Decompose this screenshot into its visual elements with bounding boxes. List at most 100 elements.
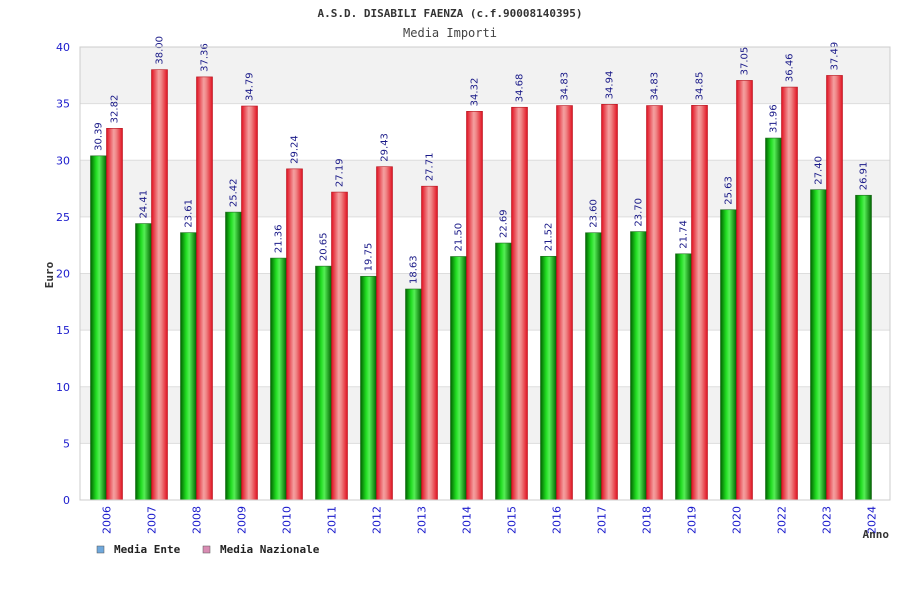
data-label: 37.05	[740, 47, 751, 76]
y-tick-label: 35	[56, 98, 70, 111]
x-tick-label: 2019	[686, 506, 699, 534]
data-label: 18.63	[409, 255, 420, 284]
grid-band	[80, 443, 890, 500]
bar-media-nazionale	[781, 86, 798, 501]
x-tick-label: 2013	[416, 506, 429, 534]
data-label: 24.41	[139, 190, 150, 219]
bar-media-ente	[405, 288, 422, 501]
bar-media-ente	[540, 255, 557, 501]
grid-band	[80, 330, 890, 387]
bar-media-nazionale	[466, 111, 483, 501]
bar-media-ente	[135, 223, 152, 501]
bar-media-ente	[810, 189, 827, 501]
bar-media-ente	[585, 232, 602, 501]
bar-media-nazionale	[286, 168, 303, 501]
data-label: 21.52	[544, 223, 555, 252]
data-label: 34.85	[695, 72, 706, 101]
grid-band	[80, 216, 890, 274]
data-label: 34.83	[560, 72, 571, 101]
legend: Media Ente Media Nazionale	[96, 543, 320, 556]
data-label: 34.94	[605, 71, 616, 100]
data-label: 32.82	[110, 95, 121, 124]
bar-media-ente	[180, 232, 197, 501]
x-tick-label: 2023	[821, 506, 834, 534]
bar-media-nazionale	[556, 105, 573, 501]
y-tick-label: 10	[56, 381, 70, 394]
data-label: 30.39	[94, 122, 105, 151]
x-tick-label: 2008	[191, 506, 204, 534]
y-axis-ticks: 0 5 10 15 20 25 30 35 40	[56, 41, 70, 507]
y-tick-label: 0	[63, 494, 70, 507]
data-label: 34.79	[245, 72, 256, 101]
legend-label-media-nazionale: Media Nazionale	[220, 543, 320, 556]
legend-swatch-media-ente	[96, 545, 105, 554]
legend-label-media-ente: Media Ente	[114, 543, 181, 556]
data-labels: 30.39 32.82 24.41 38.00 23.61 37.36 25.42 34.79…	[94, 36, 870, 284]
data-label: 26.91	[859, 162, 870, 191]
y-tick-label: 5	[63, 437, 70, 450]
bar-media-nazionale	[331, 191, 348, 501]
x-tick-label: 2009	[236, 506, 249, 534]
grid-band	[80, 47, 890, 104]
x-tick-label: 2012	[371, 506, 384, 534]
y-tick-label: 20	[56, 268, 70, 281]
grid-band	[80, 386, 890, 444]
data-label: 25.63	[724, 176, 735, 205]
bar-media-ente	[855, 194, 872, 501]
bar-media-nazionale	[241, 105, 258, 501]
data-label: 21.50	[454, 223, 465, 252]
data-label: 36.46	[785, 53, 796, 82]
data-label: 25.42	[229, 178, 240, 207]
x-tick-label: 2014	[461, 506, 474, 534]
bar-media-ente	[90, 155, 107, 501]
x-tick-label: 2010	[281, 506, 294, 534]
x-tick-label: 2022	[776, 506, 789, 534]
bar-media-ente	[360, 276, 377, 501]
data-label: 34.68	[515, 74, 526, 103]
data-label: 29.24	[290, 135, 301, 164]
data-label: 23.70	[634, 198, 645, 227]
bar-media-nazionale	[106, 128, 123, 501]
x-tick-label: 2006	[101, 506, 114, 534]
grid-bands	[80, 47, 890, 500]
grid-band	[80, 160, 890, 217]
bar-media-nazionale	[376, 166, 393, 501]
data-label: 27.40	[814, 156, 825, 185]
y-tick-label: 25	[56, 211, 70, 224]
bar-media-ente	[225, 211, 242, 501]
x-tick-label: 2020	[731, 506, 744, 534]
data-label: 29.43	[380, 133, 391, 162]
legend-item-media-nazionale[interactable]: Media Nazionale	[202, 543, 320, 556]
legend-swatch-media-nazionale	[202, 545, 211, 554]
bar-media-ente	[675, 253, 692, 501]
bar-media-nazionale	[826, 75, 843, 501]
x-tick-label: 2017	[596, 506, 609, 534]
data-label: 22.69	[499, 209, 510, 238]
x-tick-label: 2015	[506, 506, 519, 534]
x-axis-label: Anno	[863, 528, 890, 541]
bar-media-nazionale	[151, 69, 168, 501]
bar-media-nazionale	[601, 104, 618, 501]
data-label: 27.19	[335, 158, 346, 187]
y-tick-label: 40	[56, 41, 70, 54]
bar-media-ente	[720, 209, 737, 501]
bar-media-nazionale	[196, 76, 213, 501]
y-tick-label: 15	[56, 324, 70, 337]
bar-media-nazionale	[646, 105, 663, 501]
grid-band	[80, 273, 890, 331]
data-label: 23.61	[184, 199, 195, 228]
y-tick-label: 30	[56, 154, 70, 167]
data-label: 27.71	[425, 153, 436, 182]
x-axis-ticks: 2006 2007 2008 2009 2010 2011 2012 2013 2014 2015…	[101, 506, 879, 534]
legend-item-media-ente[interactable]: Media Ente	[96, 543, 181, 556]
bar-media-ente	[630, 231, 647, 501]
x-tick-label: 2011	[326, 506, 339, 534]
bar-media-ente	[450, 256, 467, 501]
y-axis-label: Euro	[43, 261, 56, 288]
data-label: 37.49	[830, 42, 841, 71]
grid-band	[80, 103, 890, 161]
bar-media-nazionale	[421, 185, 438, 501]
x-tick-label: 2007	[146, 506, 159, 534]
chart-subtitle: Media Importi	[403, 26, 497, 40]
